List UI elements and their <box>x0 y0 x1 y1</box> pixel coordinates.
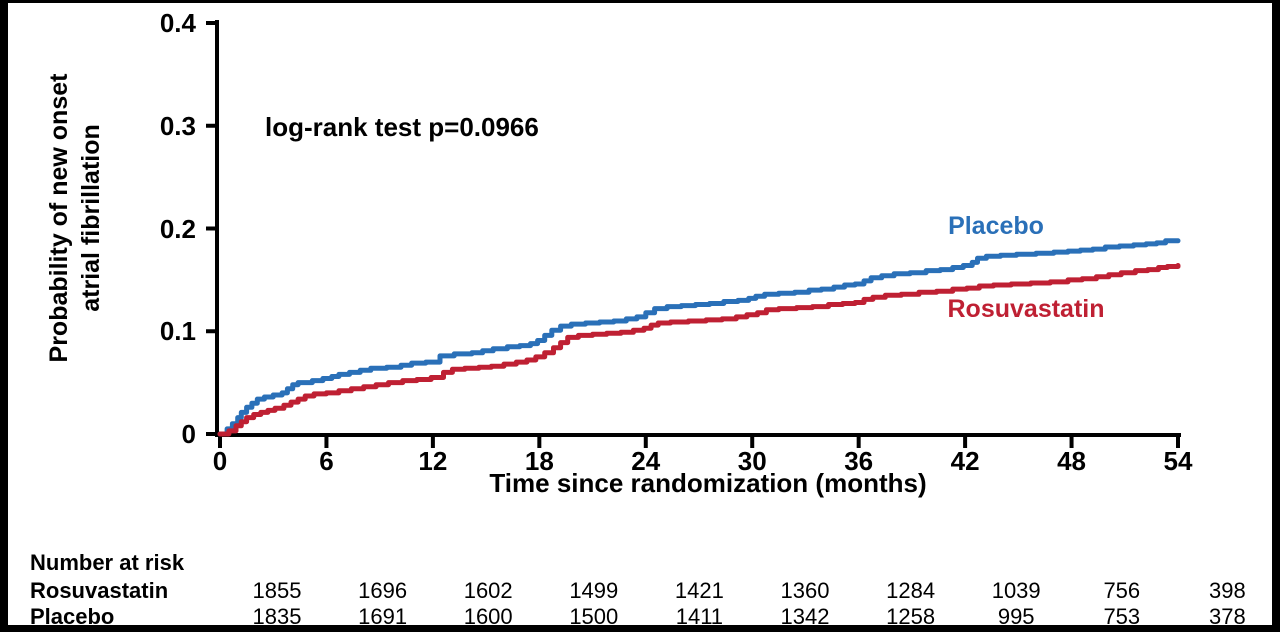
risk-value-rosuvastatin: 1855 <box>252 578 302 603</box>
x-tick-label: 36 <box>844 446 874 476</box>
x-tick-label: 48 <box>1057 446 1087 476</box>
risk-value-rosuvastatin: 1499 <box>569 578 619 603</box>
risk-value-placebo: 1411 <box>675 604 724 629</box>
risk-value-rosuvastatin: 1039 <box>991 578 1041 603</box>
risk-value-rosuvastatin: 398 <box>1209 578 1246 603</box>
risk-value-placebo: 753 <box>1103 604 1141 629</box>
risk-row-label-placebo: Placebo <box>30 604 115 629</box>
x-tick-label: 0 <box>212 446 228 476</box>
risk-value-placebo: 378 <box>1209 604 1246 629</box>
risk-value-rosuvastatin: 1696 <box>358 578 408 603</box>
y-axis-title: Probability of new onset atrial fibrilla… <box>45 73 105 363</box>
x-tick-label: 54 <box>1163 446 1193 476</box>
x-tick-label: 6 <box>319 446 334 476</box>
risk-value-rosuvastatin: 1602 <box>463 578 513 603</box>
risk-table-title: Number at risk <box>30 550 185 575</box>
risk-value-placebo: 1600 <box>463 604 513 629</box>
risk-value-placebo: 1691 <box>358 604 408 629</box>
x-axis-title: Time since randomization (months) <box>489 468 927 498</box>
x-tick-label: 24 <box>631 446 661 476</box>
y-tick-label: 0.2 <box>159 213 196 244</box>
risk-value-placebo: 1258 <box>886 604 936 629</box>
x-tick-label: 30 <box>737 446 767 476</box>
y-tick-label: 0.3 <box>159 110 196 141</box>
risk-value-placebo: 1342 <box>780 604 830 629</box>
rosuvastatin-curve <box>217 263 1181 437</box>
risk-value-placebo: 1835 <box>252 604 302 629</box>
risk-value-rosuvastatin: 1421 <box>674 578 724 603</box>
risk-row-label-rosuvastatin: Rosuvastatin <box>30 578 169 603</box>
y-tick-label: 0.1 <box>159 316 196 347</box>
y-tick-label: 0 <box>181 419 196 449</box>
rosuvastatin-curve-label: Rosuvastatin <box>947 295 1105 323</box>
y-tick-label: 0.4 <box>159 8 196 38</box>
risk-value-placebo: 995 <box>997 604 1035 629</box>
x-tick-label: 18 <box>524 446 554 476</box>
x-tick-label: 42 <box>950 446 980 476</box>
placebo-curve-label: Placebo <box>948 212 1044 240</box>
x-tick-label: 12 <box>418 446 448 476</box>
log-rank-annotation: log-rank test p=0.0966 <box>265 112 539 142</box>
placebo-curve <box>217 238 1181 437</box>
risk-value-rosuvastatin: 1284 <box>886 578 936 603</box>
risk-value-rosuvastatin: 756 <box>1103 578 1141 603</box>
risk-value-rosuvastatin: 1360 <box>780 578 830 603</box>
risk-value-placebo: 1500 <box>569 604 619 629</box>
